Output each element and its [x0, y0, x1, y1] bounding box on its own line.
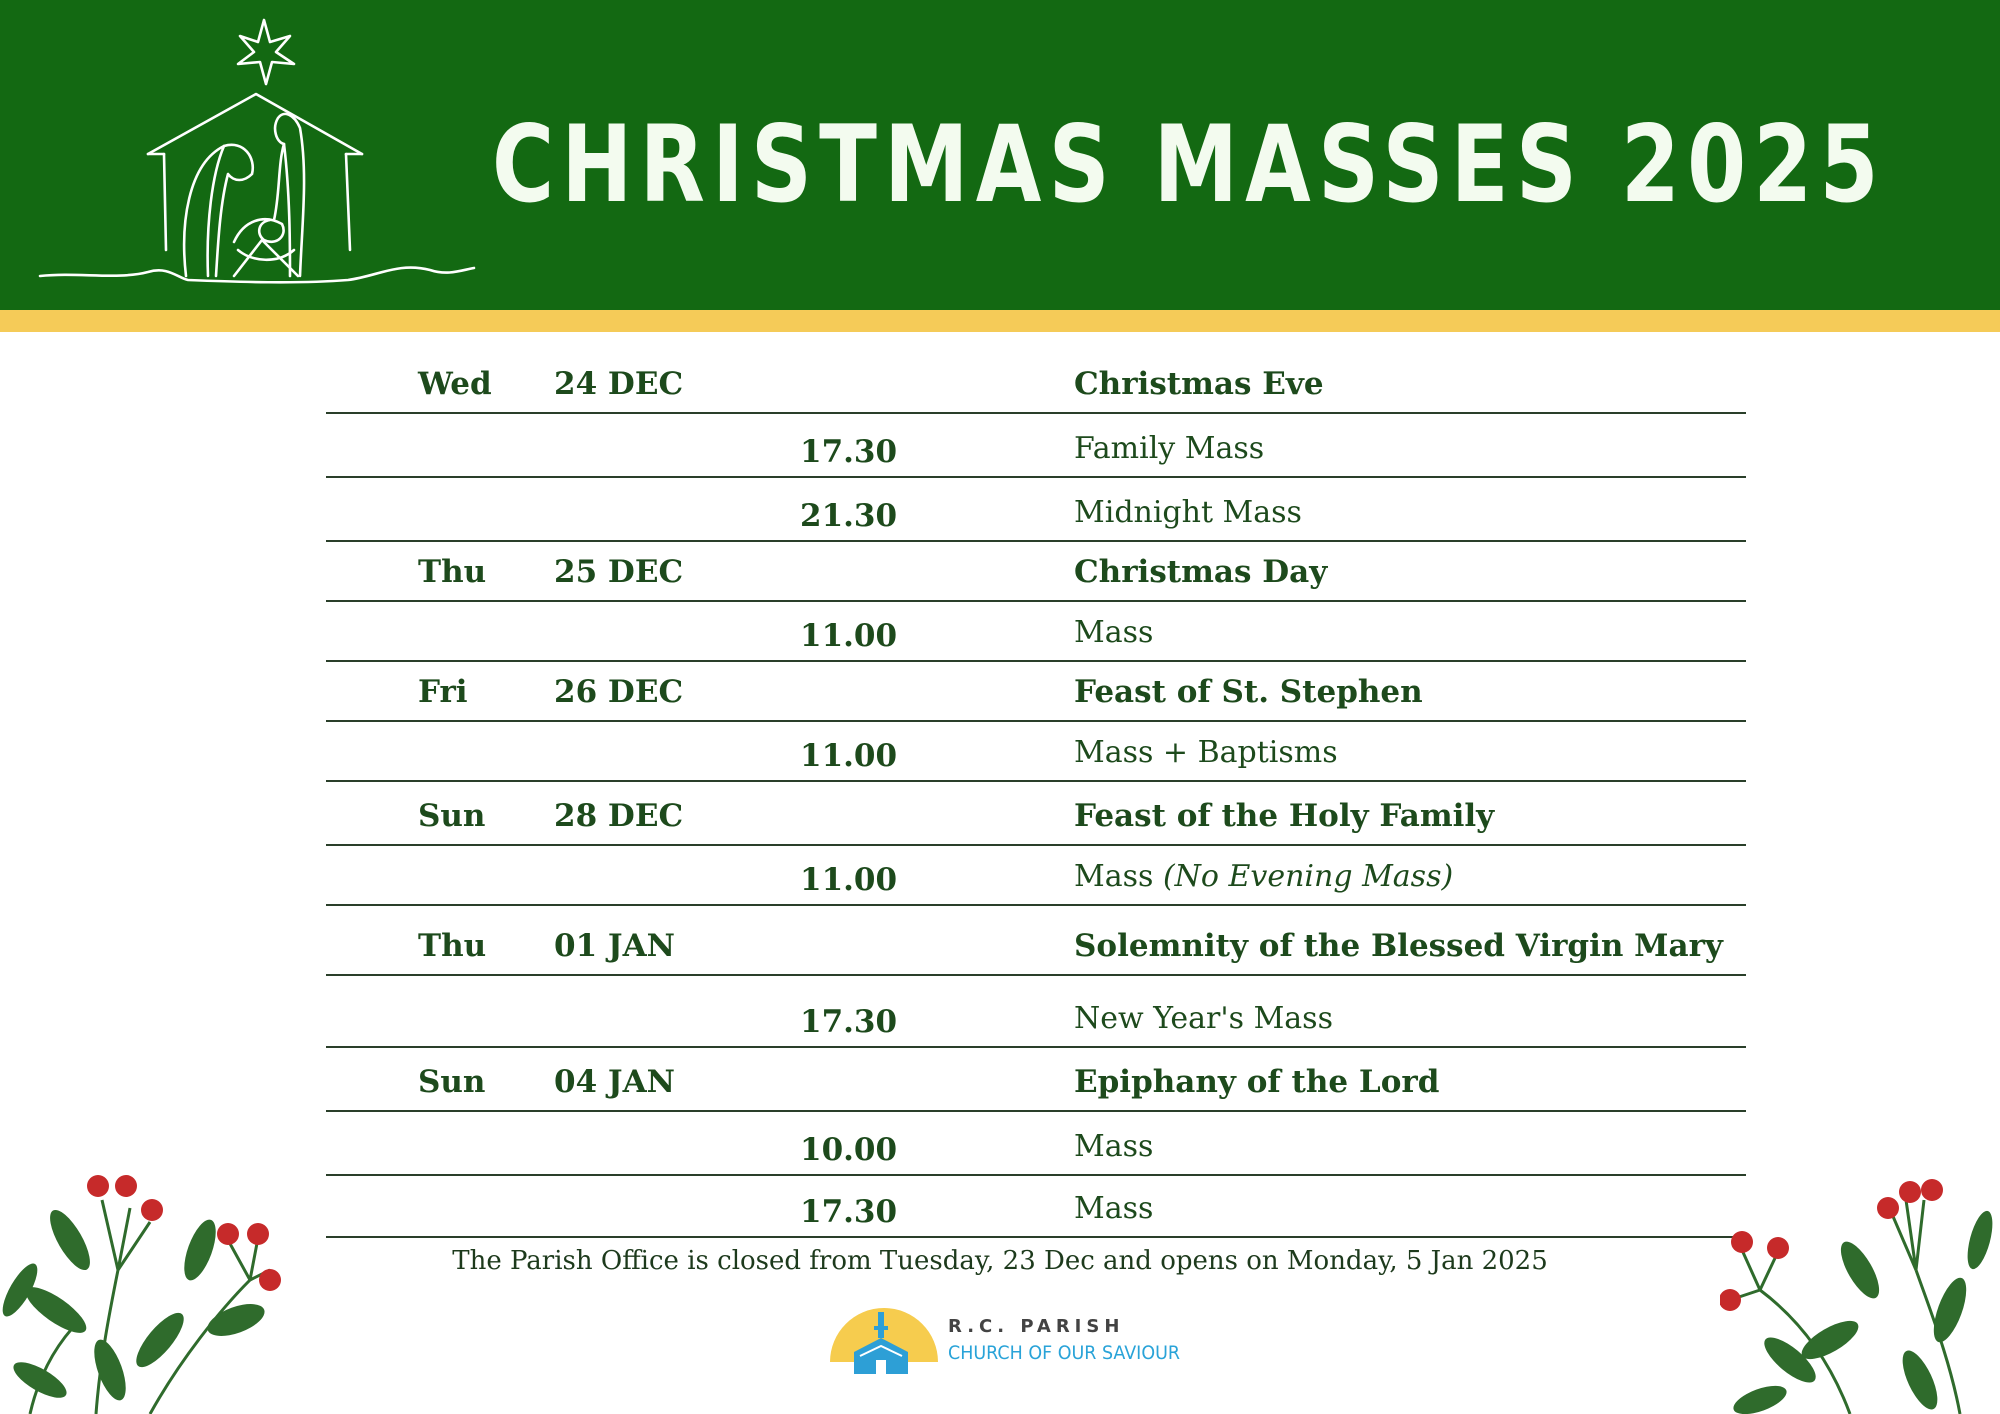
- description-text: Mass + Baptisms: [1074, 735, 1338, 770]
- schedule-mass-row: 17.30 Mass: [326, 1176, 1746, 1238]
- parish-office-notice: The Parish Office is closed from Tuesday…: [452, 1246, 1548, 1276]
- mass-time: 21.30: [800, 498, 898, 534]
- day-of-week: Sun: [418, 1064, 486, 1100]
- date-label: 24 DEC: [554, 366, 684, 402]
- description-text: Mass: [1074, 615, 1154, 650]
- date-label: 26 DEC: [554, 674, 684, 710]
- description-text: Mass: [1074, 1129, 1154, 1164]
- nativity-line-art-icon: [38, 18, 476, 284]
- schedule-day-row: Sun 28 DEC Feast of the Holy Family: [326, 782, 1746, 846]
- mass-time: 17.30: [800, 434, 898, 470]
- day-of-week: Sun: [418, 798, 486, 834]
- description-text: New Year's Mass: [1074, 1001, 1333, 1036]
- feast-title: Solemnity of the Blessed Virgin Mary: [1074, 928, 1723, 964]
- description-text: Midnight Mass: [1074, 495, 1302, 530]
- mass-description: Mass: [1074, 1129, 1153, 1164]
- feast-title: Epiphany of the Lord: [1074, 1064, 1439, 1100]
- schedule-mass-row: 11.00 Mass (No Evening Mass): [326, 846, 1746, 906]
- description-text: Mass: [1074, 1191, 1154, 1226]
- header-stripe: [0, 310, 2000, 332]
- schedule-mass-row: 21.30 Midnight Mass: [326, 478, 1746, 542]
- holly-berries-icon: [1720, 1179, 1993, 1414]
- schedule-day-row: Thu 25 DEC Christmas Day: [326, 542, 1746, 602]
- day-of-week: Thu: [418, 554, 487, 590]
- schedule-day-row: Thu 01 JAN Solemnity of the Blessed Virgin…: [326, 906, 1746, 976]
- date-label: 04 JAN: [554, 1064, 675, 1100]
- feast-title: Christmas Day: [1074, 554, 1327, 590]
- mass-description: Mass: [1074, 1191, 1153, 1226]
- description-text: Mass: [1074, 859, 1163, 894]
- schedule-day-row: Fri 26 DEC Feast of St. Stephen: [326, 662, 1746, 722]
- feast-title: Feast of the Holy Family: [1074, 798, 1494, 834]
- date-label: 25 DEC: [554, 554, 684, 590]
- date-label: 01 JAN: [554, 928, 675, 964]
- logo-title: R.C. PARISH: [948, 1316, 1125, 1337]
- schedule-mass-row: 17.30 New Year's Mass: [326, 976, 1746, 1048]
- description-text: Feast of St. Stephen: [1074, 674, 1423, 710]
- mass-note: (No Evening Mass): [1162, 859, 1454, 894]
- holly-berries-icon: [2, 1175, 281, 1414]
- description-text: Family Mass: [1074, 431, 1265, 466]
- day-of-week: Thu: [418, 928, 487, 964]
- mass-schedule-table: Wed 24 DEC Christmas Eve 17.30 Family Mass 21…: [326, 356, 1746, 1238]
- mass-time: 11.00: [800, 738, 898, 774]
- header-banner: CHRISTMAS MASSES 2025: [0, 0, 2000, 310]
- church-logo-icon: [830, 1308, 938, 1374]
- schedule-mass-row: 11.00 Mass + Baptisms: [326, 722, 1746, 782]
- mass-description: Mass: [1074, 615, 1153, 650]
- schedule-mass-row: 11.00 Mass: [326, 602, 1746, 662]
- description-text: Christmas Eve: [1074, 366, 1324, 402]
- feast-title: Feast of St. Stephen: [1074, 674, 1423, 710]
- mass-description: Family Mass: [1074, 431, 1264, 466]
- schedule-mass-row: 10.00 Mass: [326, 1112, 1746, 1176]
- description-text: Solemnity of the Blessed Virgin Mary: [1074, 928, 1723, 964]
- logo-subtitle: CHURCH OF OUR SAVIOUR: [948, 1342, 1181, 1364]
- description-text: Christmas Day: [1074, 554, 1328, 590]
- mass-time: 17.30: [800, 1004, 898, 1040]
- description-text: Feast of the Holy Family: [1074, 798, 1495, 834]
- schedule-day-row: Wed 24 DEC Christmas Eve: [326, 356, 1746, 414]
- mass-description: Mass (No Evening Mass): [1074, 859, 1453, 894]
- schedule-mass-row: 17.30 Family Mass: [326, 414, 1746, 478]
- mass-time: 17.30: [800, 1194, 898, 1230]
- day-of-week: Fri: [418, 674, 468, 710]
- mass-time: 11.00: [800, 862, 898, 898]
- feast-title: Christmas Eve: [1074, 366, 1324, 402]
- date-label: 28 DEC: [554, 798, 684, 834]
- page-title: CHRISTMAS MASSES 2025: [492, 103, 1886, 226]
- mass-description: Midnight Mass: [1074, 495, 1302, 530]
- day-of-week: Wed: [418, 366, 492, 402]
- parish-logo: R.C. PARISH CHURCH OF OUR SAVIOUR: [826, 1302, 1206, 1382]
- schedule-day-row: Sun 04 JAN Epiphany of the Lord: [326, 1048, 1746, 1112]
- mass-time: 11.00: [800, 618, 898, 654]
- mass-description: New Year's Mass: [1074, 1001, 1333, 1036]
- mass-description: Mass + Baptisms: [1074, 735, 1338, 770]
- description-text: Epiphany of the Lord: [1074, 1064, 1440, 1100]
- mass-time: 10.00: [800, 1132, 898, 1168]
